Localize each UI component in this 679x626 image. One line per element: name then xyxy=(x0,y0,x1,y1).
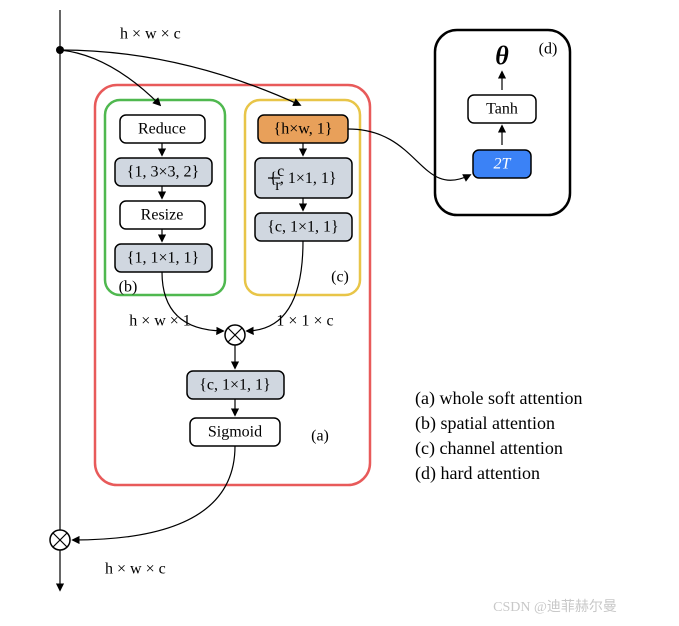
label-conv-a: {c, 1×1, 1} xyxy=(199,377,270,394)
tag-b: (b) xyxy=(119,279,138,296)
label-avgpool: {h×w, 1} xyxy=(274,121,333,138)
tag-a: (a) xyxy=(311,428,329,445)
wire-c-to-d xyxy=(348,129,470,180)
watermark: CSDN @迪菲赫尔曼 xyxy=(493,599,617,615)
label-conv-b2: {1, 1×1, 1} xyxy=(127,250,199,267)
label-conv-b1: {1, 3×3, 2} xyxy=(127,164,199,181)
legend-d: (d) hard attention xyxy=(415,463,540,484)
channel-dim-label: 1 × 1 × c xyxy=(276,313,333,330)
label-tanh: Tanh xyxy=(486,101,518,118)
theta: θ xyxy=(495,41,509,70)
tag-c: (c) xyxy=(331,269,349,286)
label-sigmoid: Sigmoid xyxy=(208,424,262,441)
wire-sig-to-mult xyxy=(73,446,235,540)
wire-to-b xyxy=(60,50,160,105)
output-dim-label: h × w × c xyxy=(105,561,166,578)
legend-a: (a) whole soft attention xyxy=(415,388,582,409)
label-2t: 2T xyxy=(494,156,512,173)
spatial-dim-label: h × w × 1 xyxy=(129,313,191,330)
tag-d: (d) xyxy=(539,41,558,58)
label-resize: Resize xyxy=(141,207,184,224)
legend-b: (b) spatial attention xyxy=(415,413,555,434)
label-reduce: Reduce xyxy=(138,121,186,138)
wire-to-c xyxy=(60,50,300,105)
input-dim-label: h × w × c xyxy=(120,26,181,43)
label-conv-c2: {c, 1×1, 1} xyxy=(267,219,338,236)
legend-c: (c) channel attention xyxy=(415,438,563,459)
